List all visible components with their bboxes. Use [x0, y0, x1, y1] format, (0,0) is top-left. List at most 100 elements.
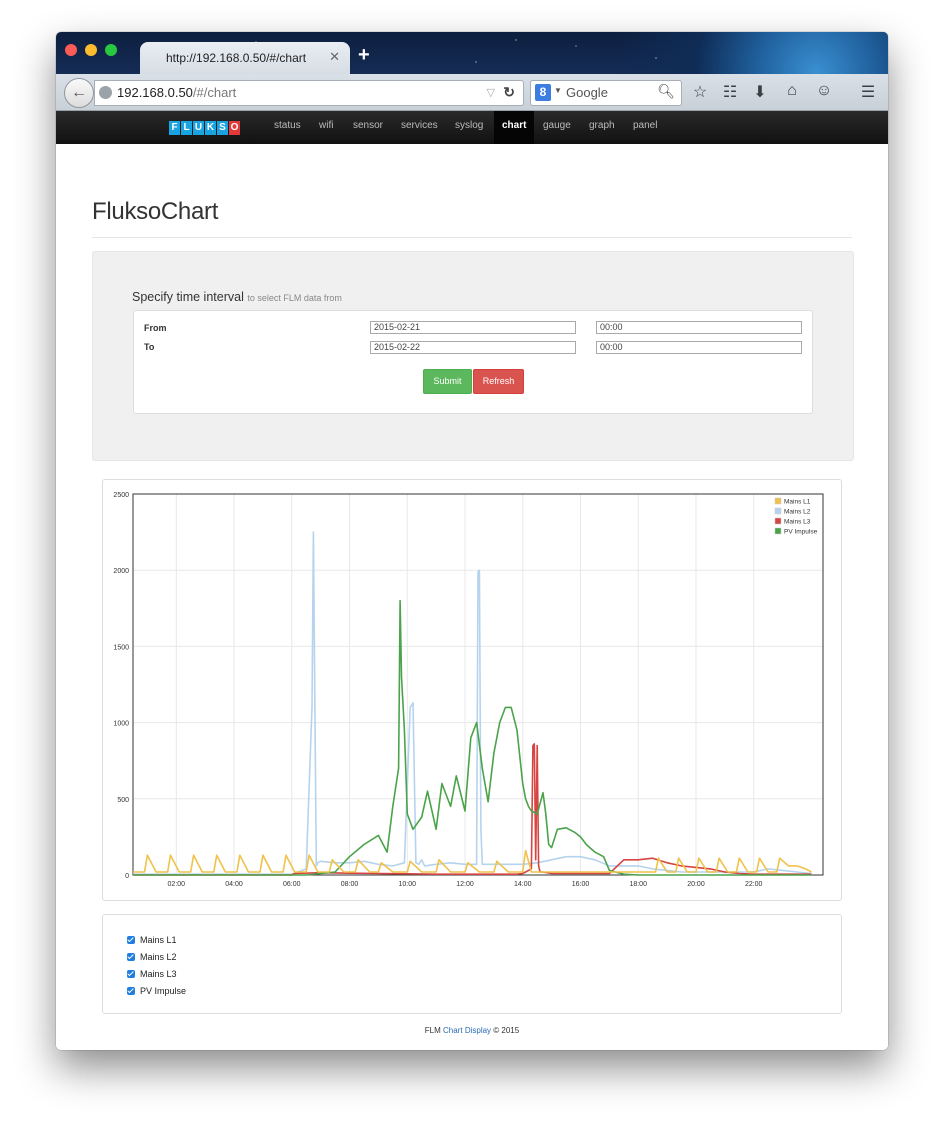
- menu-icon[interactable]: ☰: [860, 84, 876, 101]
- nav-sensor[interactable]: sensor: [353, 120, 384, 131]
- refresh-button[interactable]: Refresh: [473, 369, 524, 394]
- search-bar[interactable]: 8 ▼ Google 🔍︎: [530, 80, 682, 106]
- logo-letter: U: [193, 121, 204, 135]
- power-chart: 0 500 1000 1500 2000 2500 02:00 04:00 06:00 08:00…: [113, 492, 824, 888]
- page-content: FluksoChart Specify time interval to sel…: [56, 144, 888, 1050]
- series-toggle-panel: Mains L1 Mains L2 Mains L3 PV Impulse: [102, 914, 842, 1014]
- smiley-icon[interactable]: ☺: [815, 82, 833, 99]
- search-icon[interactable]: 🔍︎: [657, 83, 675, 99]
- from-date-input[interactable]: 2015-02-21: [370, 321, 576, 334]
- series-toggle[interactable]: Mains L1: [127, 933, 177, 947]
- series-line-mains-l1: [133, 849, 812, 873]
- x-tick-label: 22:00: [745, 881, 763, 888]
- reload-icon[interactable]: ↻: [503, 84, 515, 100]
- series-line-mains-l3: [133, 743, 812, 876]
- x-tick-label: 14:00: [514, 881, 532, 888]
- logo-letter: K: [205, 121, 216, 135]
- series-toggle-label: Mains L2: [140, 952, 177, 962]
- checkbox-checked-icon[interactable]: [127, 987, 135, 995]
- legend-swatch: [774, 517, 782, 525]
- nav-wifi[interactable]: wifi: [319, 120, 334, 131]
- footer-copyright: © 2015: [493, 1026, 520, 1035]
- legend-label: PV Impulse: [784, 529, 818, 536]
- series-toggle[interactable]: PV Impulse: [127, 984, 186, 998]
- tab-title: http://192.168.0.50/#/chart: [166, 51, 307, 65]
- legend-label: Mains L1: [784, 499, 811, 506]
- x-tick-label: 10:00: [399, 881, 417, 888]
- interval-heading: Specify time interval to select FLM data…: [132, 290, 342, 304]
- google-icon[interactable]: 8: [535, 84, 551, 101]
- footer-prefix: FLM: [424, 1026, 441, 1035]
- to-date-input[interactable]: 2015-02-22: [370, 341, 576, 354]
- search-input[interactable]: Google: [566, 85, 608, 100]
- checkbox-checked-icon[interactable]: [127, 936, 135, 944]
- legend-label: Mains L3: [784, 519, 811, 526]
- to-time-input[interactable]: 00:00: [596, 341, 802, 354]
- nav-graph[interactable]: graph: [589, 120, 615, 131]
- legend-swatch: [774, 507, 782, 515]
- legend-swatch: [774, 497, 782, 505]
- x-tick-label: 12:00: [456, 881, 474, 888]
- url-text: 192.168.0.50/#/chart: [117, 85, 236, 100]
- page-title: FluksoChart: [92, 198, 219, 225]
- nav-gauge[interactable]: gauge: [543, 120, 571, 131]
- y-tick-label: 0: [125, 873, 129, 880]
- download-icon[interactable]: ⬇: [753, 84, 767, 101]
- series-toggle-label: PV Impulse: [140, 986, 187, 996]
- legend-swatch: [774, 527, 782, 535]
- bookmark-star-icon[interactable]: ☆: [692, 84, 708, 101]
- logo-letter: L: [181, 121, 192, 135]
- title-bar: http://192.168.0.50/#/chart ✕ +: [56, 32, 888, 74]
- x-tick-label: 16:00: [572, 881, 590, 888]
- series-toggle[interactable]: Mains L3: [127, 967, 177, 981]
- url-path: /#/chart: [192, 85, 237, 100]
- from-time-input[interactable]: 00:00: [596, 321, 802, 334]
- x-tick-label: 04:00: [225, 881, 243, 888]
- series-toggle-label: Mains L3: [140, 969, 177, 979]
- back-arrow-icon: ←: [71, 84, 87, 101]
- nav-services[interactable]: services: [401, 120, 438, 131]
- logo-letter: S: [217, 121, 228, 135]
- address-bar[interactable]: 192.168.0.50/#/chart ▽ ↻: [94, 80, 524, 106]
- browser-tab[interactable]: http://192.168.0.50/#/chart ✕: [140, 42, 350, 74]
- y-tick-label: 500: [117, 797, 129, 804]
- nav-status[interactable]: status: [274, 120, 301, 131]
- y-tick-label: 2000: [113, 568, 129, 575]
- interval-subheading: to select FLM data from: [247, 293, 342, 303]
- search-engine-dropdown-icon[interactable]: ▼: [554, 86, 562, 95]
- logo-letter: F: [169, 121, 180, 135]
- tab-close-icon[interactable]: ✕: [329, 49, 340, 64]
- footer-link[interactable]: Chart Display: [443, 1026, 492, 1035]
- browser-toolbar: ← 192.168.0.50/#/chart ▽ ↻ 8 ▼ Google 🔍︎…: [56, 74, 888, 111]
- nav-syslog[interactable]: syslog: [455, 120, 484, 131]
- nav-chart[interactable]: chart: [494, 111, 535, 144]
- x-tick-label: 06:00: [283, 881, 301, 888]
- interval-panel: Specify time interval to select FLM data…: [92, 251, 854, 461]
- series-line-mains-l2: [133, 531, 812, 876]
- minimize-window-button[interactable]: [85, 44, 97, 56]
- series-line-pv-impulse: [133, 599, 812, 876]
- x-tick-label: 08:00: [341, 881, 359, 888]
- submit-button[interactable]: Submit: [423, 369, 472, 394]
- back-button[interactable]: ←: [64, 78, 94, 108]
- close-window-button[interactable]: [65, 44, 77, 56]
- checkbox-checked-icon[interactable]: [127, 970, 135, 978]
- maximize-window-button[interactable]: [105, 44, 117, 56]
- y-tick-label: 1500: [113, 644, 129, 651]
- x-tick-label: 20:00: [687, 881, 705, 888]
- series-toggle[interactable]: Mains L2: [127, 950, 177, 964]
- interval-form: From To 2015-02-21 00:00 2015-02-22 00:0…: [133, 310, 813, 414]
- browser-window: http://192.168.0.50/#/chart ✕ + ← 192.16…: [56, 32, 888, 1050]
- legend-label: Mains L2: [784, 509, 811, 516]
- nav-panel[interactable]: panel: [633, 120, 658, 131]
- history-dropdown-icon[interactable]: ▽: [486, 87, 495, 99]
- footer: FLM Chart Display © 2015: [56, 1026, 888, 1035]
- x-tick-label: 02:00: [168, 881, 186, 888]
- title-divider: [92, 237, 852, 238]
- new-tab-button[interactable]: +: [358, 44, 370, 66]
- home-icon[interactable]: ⌂: [787, 82, 797, 99]
- checkbox-checked-icon[interactable]: [127, 953, 135, 961]
- reading-list-icon[interactable]: ☷: [722, 84, 738, 101]
